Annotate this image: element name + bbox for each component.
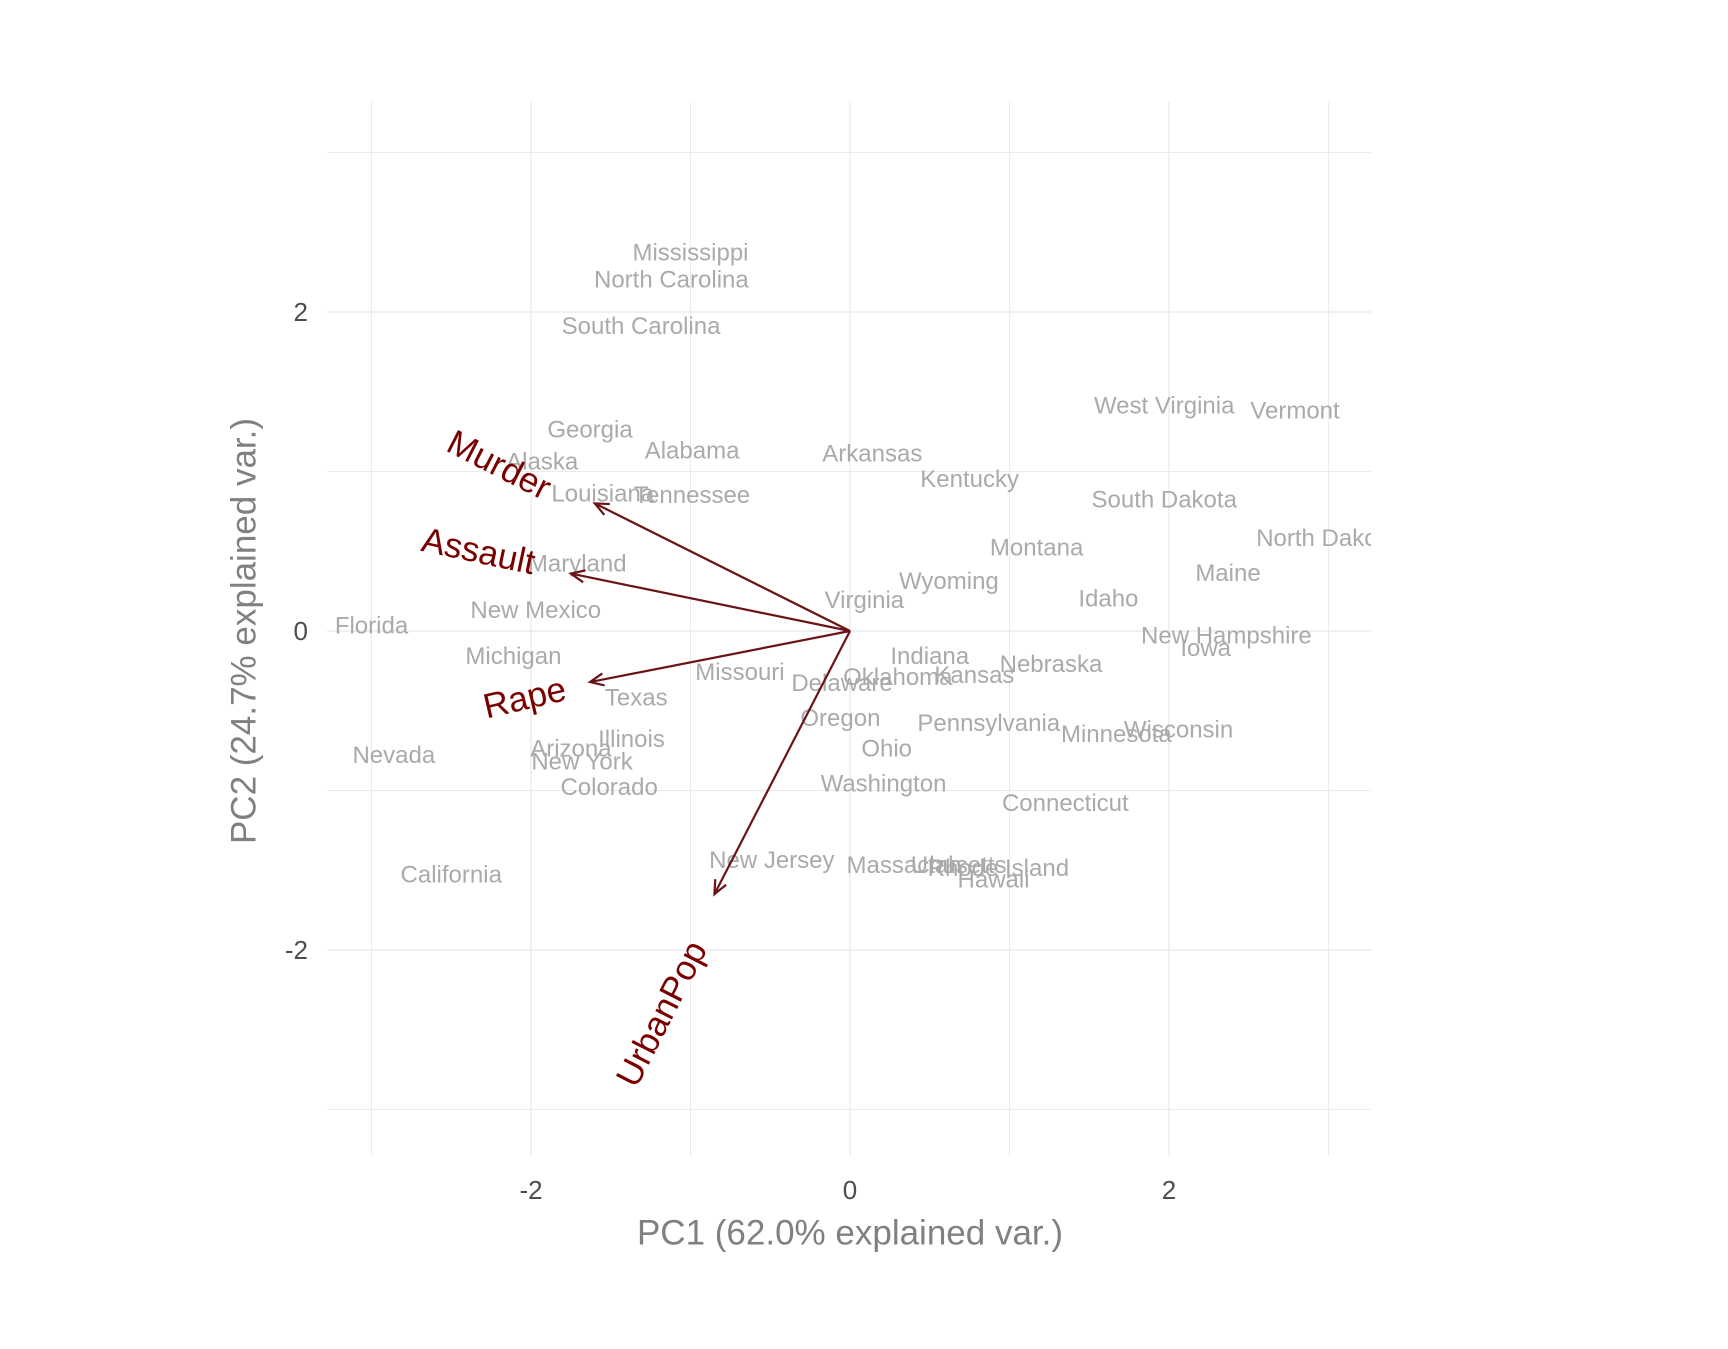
loading-arrowhead [713,879,727,897]
state-label: Utah [911,852,962,879]
state-label: Colorado [560,774,657,801]
loading-label: UrbanPop [609,935,715,1093]
state-label: Pennsylvania [917,710,1060,737]
state-label: Iowa [1180,635,1231,662]
state-label: Massachusetts [847,852,1007,879]
minor-grid [327,102,1371,1156]
y-axis-ticks: -2 0 2 [285,297,308,965]
state-label: Alaska [506,448,579,475]
loading-arrowhead [587,672,605,687]
y-tick-label: -2 [285,935,308,965]
loading-arrow [589,629,851,684]
state-label: New Hampshire [1141,622,1312,649]
y-tick-label: 0 [294,616,308,646]
loading-arrow [594,502,851,632]
state-label: Florida [335,613,409,640]
state-label: Rhode Island [928,855,1069,882]
state-label: Kansas [934,662,1014,689]
state-label: Wyoming [899,568,999,595]
state-label: Washington [821,771,947,798]
loading-label: Rape [479,670,569,727]
state-label: Arizona [530,736,612,763]
loading-arrow [570,572,851,633]
x-tick-label: 2 [1162,1175,1176,1205]
state-label: Nebraska [1000,651,1103,678]
state-label: Georgia [547,417,633,444]
loading-arrowhead [568,569,586,584]
state-label: Wisconsin [1124,716,1233,743]
loading-label: Murder [441,423,558,508]
state-label: Montana [990,535,1084,562]
state-label: New Jersey [709,847,834,874]
state-label: South Dakota [1091,487,1237,514]
state-label: North Dakota [1256,525,1398,552]
state-label: Michigan [465,643,561,670]
state-label: New Mexico [470,597,601,624]
state-label: Indiana [890,643,969,670]
state-label: Maryland [528,551,627,578]
state-label: California [401,862,503,889]
loading-arrow [713,630,851,895]
state-label: Alabama [645,437,740,464]
x-tick-label: 0 [843,1175,857,1205]
state-label: Virginia [825,587,905,614]
state-label: Ohio [861,736,912,763]
state-label: Vermont [1250,397,1340,424]
loading-label: Assault [418,520,539,582]
state-label: Nevada [352,742,435,769]
state-label: Delaware [791,670,892,697]
x-axis-title: PC1 (62.0% explained var.) [637,1214,1063,1253]
state-label: New York [531,748,633,775]
state-label: Hawaii [958,866,1030,893]
state-label: Illinois [598,726,665,753]
y-tick-label: 2 [294,297,308,327]
state-label: Connecticut [1002,790,1129,817]
y-axis-title: PC2 (24.7% explained var.) [225,418,264,844]
state-label: Maine [1195,560,1260,587]
state-label: South Carolina [562,313,721,340]
state-label: Oklahoma [843,664,953,691]
loading-arrowhead [592,502,610,516]
state-label: Mississippi [632,239,748,266]
state-label: West Virginia [1094,393,1235,420]
state-label: Tennessee [634,482,750,509]
state-label: Kentucky [920,466,1019,493]
state-label: North Carolina [594,267,749,294]
loading-arrows [568,502,851,897]
state-label: Missouri [695,659,784,686]
x-tick-label: -2 [519,1175,542,1205]
state-label: Arkansas [822,440,922,467]
x-axis-ticks: -2 0 2 [519,1175,1176,1205]
state-label: Idaho [1078,586,1138,613]
state-label: Minnesota [1061,721,1172,748]
state-label: Oregon [800,705,880,732]
state-label: Texas [605,684,668,711]
